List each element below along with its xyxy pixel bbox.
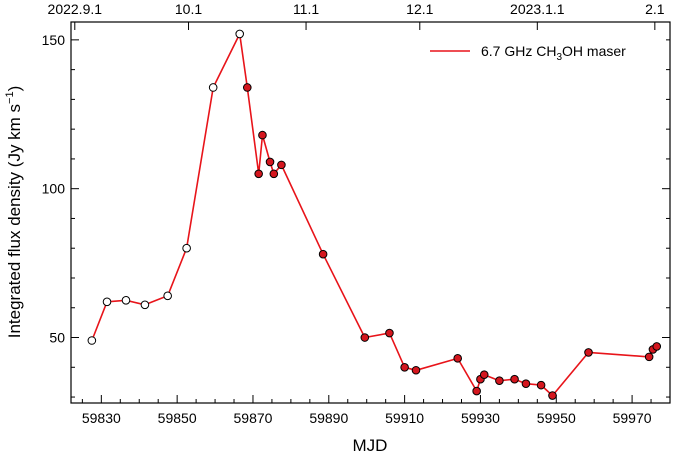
data-point-filled [258,130,267,140]
x-tick-label: 59850 [158,410,197,426]
y-axis-label: Integrated flux density (Jy km s−1) [4,86,24,339]
data-point-filled [269,169,279,179]
data-point-filled [453,354,462,363]
y-axis-label-superscript: −1 [4,91,16,104]
data-point-filled [495,376,504,385]
data-point-filled [318,249,328,259]
y-tick-label: 150 [42,32,66,48]
legend-label-prefix: 6.7 GHz CH [481,43,556,59]
y-tick-label: 50 [49,330,65,346]
top-date-label: 11.1 [293,1,319,17]
data-point-filled [536,380,546,390]
data-point-filled [644,352,654,362]
top-date-label: 12.1 [406,1,433,17]
legend: 6.7 GHz CH3OH maser [420,36,666,66]
x-tick-label: 59890 [309,410,348,426]
data-point-filled [584,348,593,357]
data-point-open [121,296,131,305]
data-point-filled [411,365,421,375]
data-point-open [235,29,245,39]
y-axis-label-text: Integrated flux density (Jy km s [5,104,24,338]
data-point-open [102,297,112,307]
data-point-filled [385,328,394,338]
y-axis-label-close: ) [5,86,24,92]
data-point-open [163,291,172,301]
axis-ticks: 59830 59850 59870 59890 59910 59930 59950 59970… [42,1,671,426]
series-line [91,33,658,397]
data-point-filled [360,333,370,342]
legend-label-suffix: OH maser [562,43,626,59]
data-point-open [208,83,218,92]
data-point-filled [277,160,286,170]
legend-label: 6.7 GHz CH3OH maser [481,43,626,63]
x-tick-label: 59950 [537,410,576,426]
data-point-filled [242,83,252,92]
x-tick-label: 59870 [234,410,273,426]
x-tick-label: 59930 [461,410,500,426]
series-line-group [91,33,658,397]
x-tick-label: 59910 [385,410,424,426]
top-date-label: 10.1 [175,1,202,17]
top-date-label: 2023.1.1 [510,1,565,17]
data-point-open [87,336,97,345]
data-point-filled [652,342,662,351]
data-markers [87,29,662,400]
data-point-filled [472,386,481,396]
data-point-open [182,243,191,253]
data-point-filled [521,379,531,388]
x-tick-label: 59970 [613,410,652,426]
top-date-label: 2.1 [645,1,665,17]
data-point-filled [548,391,557,400]
x-tick-label: 59830 [82,410,121,426]
data-point-filled [265,157,275,167]
legend-label-subscript: 3 [556,52,562,63]
plot-frame [70,21,671,404]
data-point-open [140,300,150,310]
data-point-filled [254,169,263,179]
plot-area [70,21,671,404]
data-point-filled [479,370,489,380]
top-date-label: 2022.9.1 [48,1,103,17]
y-tick-label: 100 [42,181,66,197]
data-point-filled [510,374,519,384]
x-axis-label: MJD [353,436,388,455]
data-point-filled [400,362,409,372]
